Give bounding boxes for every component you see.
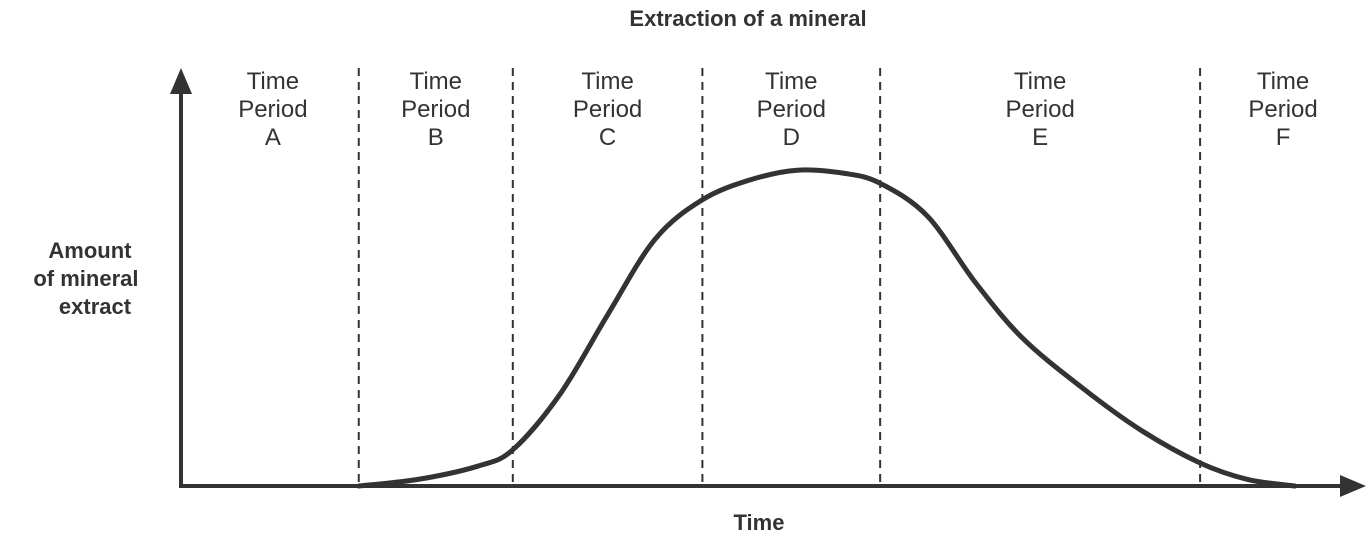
period-label-c-line-3: C	[599, 124, 616, 151]
period-label-d-line-3: D	[783, 124, 800, 151]
period-label-f-line-3: F	[1276, 124, 1291, 151]
period-label-d: Time Period D	[757, 68, 826, 151]
period-label-f: Time Period F	[1248, 68, 1317, 151]
x-axis-arrow	[1340, 475, 1366, 497]
period-label-b-line-3: B	[428, 124, 444, 151]
extraction-curve	[356, 167, 1298, 489]
period-label-d-line-1: Time	[765, 68, 817, 95]
period-label-a-line-3: A	[265, 124, 281, 151]
period-label-f-line-1: Time	[1257, 68, 1309, 95]
period-label-b-line-2: Period	[401, 96, 470, 123]
period-label-e-line-2: Period	[1005, 96, 1074, 123]
period-label-b-line-1: Time	[410, 68, 462, 95]
y-axis-label-line-1: Amount	[48, 238, 132, 263]
chart-title: Extraction of a mineral	[629, 6, 866, 31]
period-label-c-line-1: Time	[581, 68, 633, 95]
period-label-c-line-2: Period	[573, 96, 642, 123]
x-axis-label: Time	[734, 510, 785, 535]
period-label-b: Time Period B	[401, 68, 470, 151]
period-label-a-line-2: Period	[238, 96, 307, 123]
y-axis-label: Amount of mineral extract	[33, 238, 144, 319]
period-label-e: Time Period E	[1005, 68, 1074, 151]
period-label-e-line-3: E	[1032, 124, 1048, 151]
y-axis-label-line-2: of mineral	[33, 266, 138, 291]
y-axis-label-line-3: extract	[59, 294, 132, 319]
period-label-a-line-1: Time	[247, 68, 299, 95]
period-label-c: Time Period C	[573, 68, 642, 151]
period-label-e-line-1: Time	[1014, 68, 1066, 95]
period-label-f-line-2: Period	[1248, 96, 1317, 123]
period-label-a: Time Period A	[238, 68, 307, 151]
period-label-d-line-2: Period	[757, 96, 826, 123]
y-axis-arrow	[170, 68, 192, 94]
